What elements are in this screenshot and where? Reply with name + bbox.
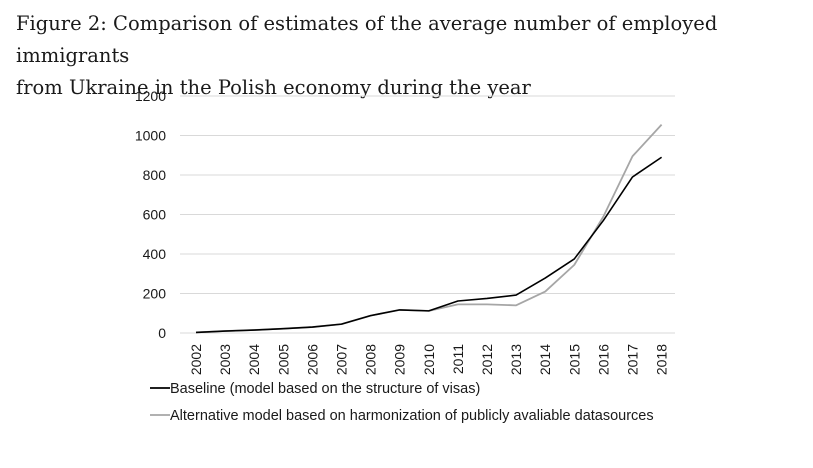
x-tick-label-2011: 2011 bbox=[450, 344, 466, 374]
x-tick-label-2013: 2013 bbox=[508, 344, 524, 375]
x-tick-label-2018: 2018 bbox=[654, 344, 670, 375]
x-tick-label-2007: 2007 bbox=[334, 344, 350, 375]
y-tick-label-1000: 1000 bbox=[135, 128, 166, 144]
grid-lines bbox=[180, 95, 675, 294]
x-tick-label-2003: 2003 bbox=[217, 344, 233, 375]
y-tick-label-800: 800 bbox=[143, 167, 167, 183]
series-line-2 bbox=[195, 124, 663, 334]
y-tick-label-400: 400 bbox=[143, 246, 167, 262]
legend: Baseline (model based on the structure o… bbox=[150, 381, 654, 424]
x-tick-label-2010: 2010 bbox=[421, 344, 437, 375]
x-tick-label-2004: 2004 bbox=[246, 344, 262, 375]
y-tick-label-1200: 1200 bbox=[135, 88, 166, 104]
x-tick-label-2015: 2015 bbox=[566, 344, 582, 375]
x-tick-label-2016: 2016 bbox=[595, 344, 611, 375]
legend-label-2: Alternative model based on harmonization… bbox=[170, 408, 654, 424]
series-lines bbox=[195, 124, 663, 334]
x-tick-label-2002: 2002 bbox=[188, 344, 204, 375]
y-tick-label-200: 200 bbox=[143, 286, 167, 302]
x-tick-label-2009: 2009 bbox=[392, 344, 408, 375]
figure-caption-line-1: Figure 2: Comparison of estimates of the… bbox=[16, 12, 718, 67]
y-tick-label-0: 0 bbox=[158, 325, 166, 341]
x-tick-label-2017: 2017 bbox=[625, 344, 641, 375]
y-axis-tick-labels: 0 200 400 600 800 1000 1200 bbox=[135, 88, 166, 341]
y-tick-label-600: 600 bbox=[143, 207, 167, 223]
figure-caption-line-2: from Ukraine in the Polish economy durin… bbox=[16, 76, 531, 99]
x-tick-label-2006: 2006 bbox=[304, 344, 320, 375]
x-tick-label-2005: 2005 bbox=[275, 344, 291, 375]
legend-label-1: Baseline (model based on the structure o… bbox=[170, 381, 480, 397]
figure-caption: Figure 2: Comparison of estimates of the… bbox=[16, 8, 806, 104]
x-tick-label-2014: 2014 bbox=[537, 344, 553, 375]
x-tick-label-2012: 2012 bbox=[479, 344, 495, 375]
x-axis-tick-labels: 2002 2003 2004 2005 2006 2007 2008 2009 2010 2011… bbox=[188, 344, 670, 375]
series-line-1 bbox=[195, 156, 663, 334]
x-tick-label-2008: 2008 bbox=[363, 344, 379, 375]
